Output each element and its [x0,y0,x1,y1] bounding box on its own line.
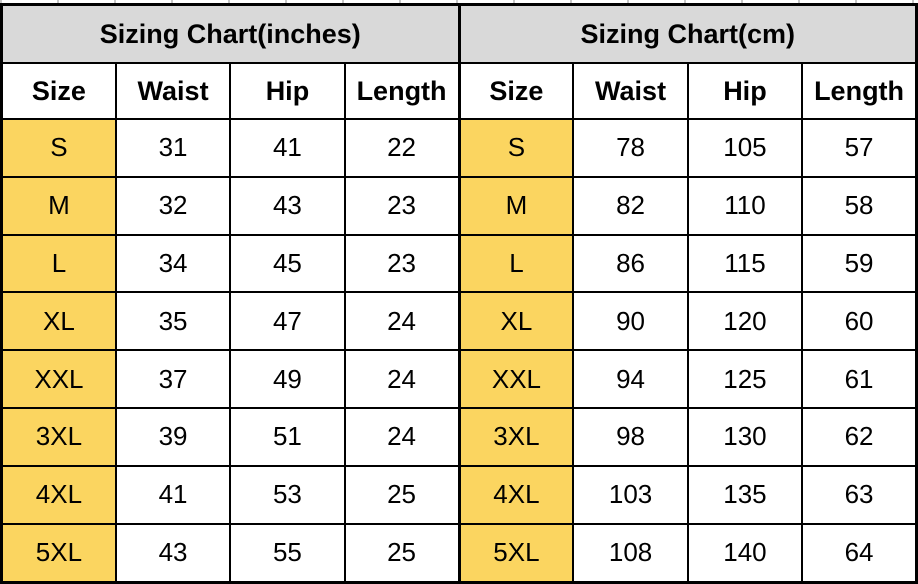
measurement-cell: 25 [343,522,461,584]
measurement-cell: 25 [343,464,461,525]
measurement-cell: 105 [686,118,804,178]
measurement-cell: 90 [572,291,689,352]
measurement-cell: 58 [801,175,918,236]
measurement-cell: 57 [801,118,918,178]
size-label-cell: XXL [457,349,575,410]
measurement-cell: 63 [801,464,918,525]
column-header-hip: Hip [686,62,804,120]
column-header-waist: Waist [114,62,232,120]
measurement-cell: 60 [801,291,918,352]
measurement-cell: 140 [686,522,804,584]
measurement-cell: 49 [229,349,346,410]
measurement-cell: 35 [114,291,232,352]
size-label-cell: M [0,175,117,236]
size-label-cell: L [457,233,575,294]
size-label-cell: XXL [0,349,117,410]
measurement-cell: 43 [114,522,232,584]
measurement-cell: 41 [229,118,346,178]
measurement-cell: 43 [229,175,346,236]
column-header-length: Length [801,62,918,120]
size-row: L 34 45 23 L 86 115 59 [0,233,918,294]
size-row: M 32 43 23 M 82 110 58 [0,175,918,236]
column-header-waist: Waist [572,62,689,120]
measurement-cell: 31 [114,118,232,178]
measurement-cell: 108 [572,522,689,584]
size-label-cell: L [0,233,117,294]
measurement-cell: 24 [343,291,461,352]
size-label-cell: M [457,175,575,236]
measurement-cell: 103 [572,464,689,525]
size-label-cell: 3XL [0,407,117,467]
measurement-cell: 34 [114,233,232,294]
column-header-length: Length [343,62,461,120]
measurement-cell: 41 [114,464,232,525]
measurement-cell: 45 [229,233,346,294]
size-label-cell: 3XL [457,407,575,467]
table-title-inches: Sizing Chart(inches) [0,3,460,64]
measurement-cell: 94 [572,349,689,410]
measurement-cell: 64 [801,522,918,584]
column-header-size: Size [457,62,575,120]
column-header-hip: Hip [229,62,346,120]
measurement-cell: 24 [343,349,461,410]
size-label-cell: 5XL [0,522,117,584]
measurement-cell: 82 [572,175,689,236]
measurement-cell: 115 [686,233,804,294]
measurement-cell: 39 [114,407,232,467]
size-label-cell: XL [457,291,575,352]
measurement-cell: 51 [229,407,346,467]
measurement-cell: 125 [686,349,804,410]
title-row: Sizing Chart(inches) Sizing Chart(cm) [0,3,918,64]
column-header-row: Size Waist Hip Length Size Waist Hip Length [0,62,918,120]
size-label-cell: XL [0,291,117,352]
column-header-size: Size [0,62,117,120]
size-row: 5XL 43 55 25 5XL 108 140 64 [0,522,918,584]
measurement-cell: 59 [801,233,918,294]
measurement-cell: 86 [572,233,689,294]
measurement-cell: 130 [686,407,804,467]
size-label-cell: 4XL [0,464,117,525]
measurement-cell: 78 [572,118,689,178]
measurement-cell: 23 [343,233,461,294]
table-title-cm: Sizing Chart(cm) [457,3,918,64]
size-row: XL 35 47 24 XL 90 120 60 [0,291,918,352]
size-row: S 31 41 22 S 78 105 57 [0,118,918,178]
size-label-cell: S [0,118,117,178]
measurement-cell: 120 [686,291,804,352]
top-crop-artifact [0,0,918,3]
measurement-cell: 23 [343,175,461,236]
sizing-chart-table: Sizing Chart(inches) Sizing Chart(cm) Si… [0,3,918,584]
size-label-cell: S [457,118,575,178]
measurement-cell: 55 [229,522,346,584]
measurement-cell: 32 [114,175,232,236]
size-label-cell: 4XL [457,464,575,525]
measurement-cell: 22 [343,118,461,178]
measurement-cell: 62 [801,407,918,467]
measurement-cell: 135 [686,464,804,525]
measurement-cell: 110 [686,175,804,236]
size-row: 4XL 41 53 25 4XL 103 135 63 [0,464,918,525]
size-row: 3XL 39 51 24 3XL 98 130 62 [0,407,918,467]
measurement-cell: 98 [572,407,689,467]
size-label-cell: 5XL [457,522,575,584]
measurement-cell: 61 [801,349,918,410]
measurement-cell: 24 [343,407,461,467]
measurement-cell: 53 [229,464,346,525]
measurement-cell: 37 [114,349,232,410]
size-row: XXL 37 49 24 XXL 94 125 61 [0,349,918,410]
measurement-cell: 47 [229,291,346,352]
